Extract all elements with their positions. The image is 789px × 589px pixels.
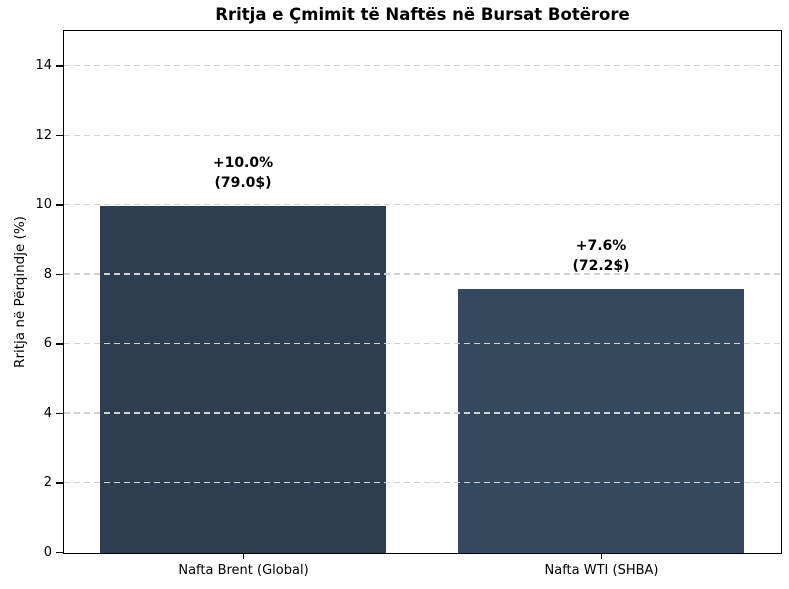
- annotation-percent: +7.6%: [575, 238, 627, 255]
- y-gridline: [64, 134, 781, 136]
- y-tick-label: 14: [35, 58, 52, 74]
- y-tick-mark: [56, 343, 63, 345]
- plot-area: +10.0% (79.0$) +7.6% (72.2$): [63, 30, 782, 554]
- y-tick-label: 10: [35, 197, 52, 213]
- y-tick-mark: [56, 482, 63, 484]
- y-tick-mark: [56, 204, 63, 206]
- bar: [99, 205, 387, 553]
- bar-value-annotation: +10.0% (79.0$): [123, 153, 363, 193]
- y-gridline: [64, 203, 781, 206]
- y-tick-mark: [56, 412, 63, 415]
- annotation-price: (72.2$): [572, 258, 630, 275]
- y-tick-label: 8: [43, 266, 52, 282]
- y-tick-label: 2: [43, 475, 52, 491]
- y-tick-label: 4: [43, 405, 52, 421]
- y-tick-label: 0: [43, 544, 52, 560]
- y-tick-mark: [56, 134, 63, 137]
- y-gridline: [64, 65, 781, 67]
- y-gridline: [64, 412, 781, 414]
- x-tick-label: Nafta Brent (Global): [178, 562, 309, 578]
- y-tick-mark: [56, 551, 63, 554]
- chart-title: Rritja e Çmimit të Naftës në Bursat Botë…: [215, 5, 630, 24]
- y-gridline: [64, 481, 781, 484]
- x-tick-label: Nafta WTI (SHBA): [544, 562, 659, 578]
- y-tick-label: 12: [35, 127, 52, 143]
- annotation-percent: +10.0%: [212, 154, 274, 171]
- x-tick-mark: [600, 552, 603, 559]
- annotation-price: (79.0$): [214, 174, 272, 191]
- y-tick-label: 6: [43, 336, 52, 352]
- y-tick-mark: [56, 273, 63, 276]
- y-gridline: [64, 342, 781, 345]
- bar: [457, 289, 745, 553]
- x-tick-mark: [242, 552, 245, 559]
- y-gridline: [64, 273, 781, 275]
- bar-value-annotation: +7.6% (72.2$): [481, 236, 721, 276]
- y-tick-mark: [56, 65, 63, 67]
